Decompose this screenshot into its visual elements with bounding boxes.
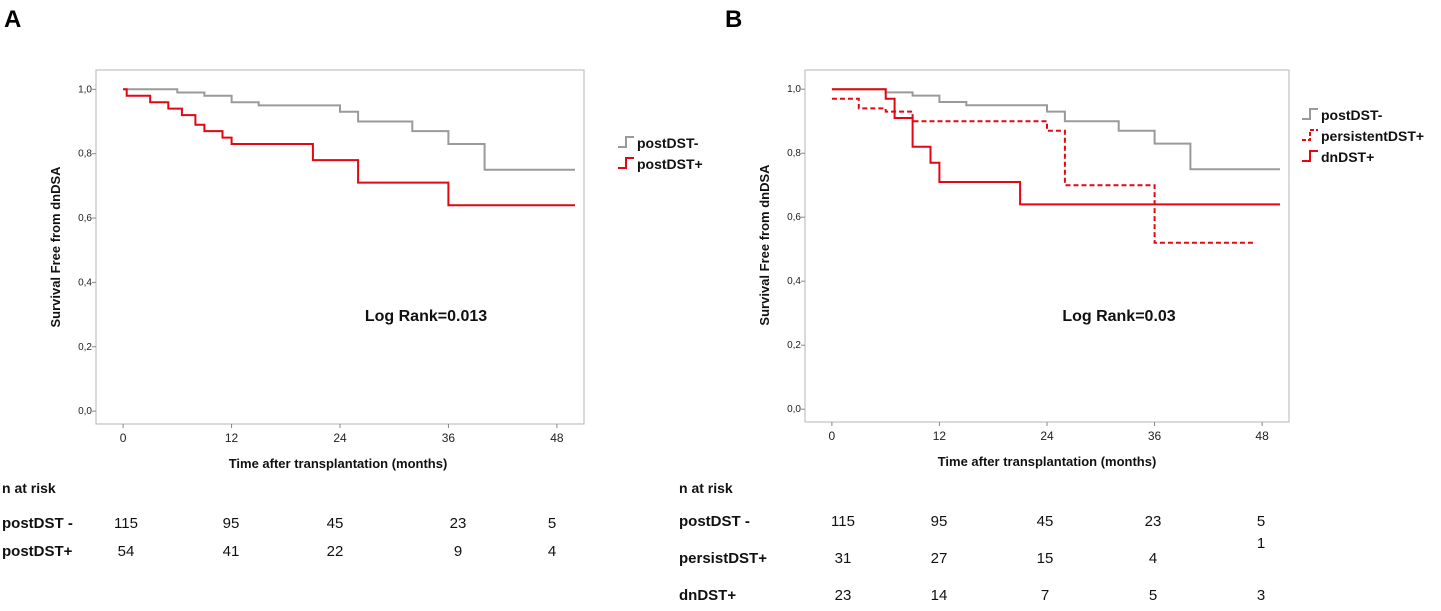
risk-value: 31	[835, 550, 852, 567]
risk-value: 9	[454, 543, 462, 560]
panel-label: A	[4, 6, 21, 33]
series-postdst--line	[123, 88, 575, 207]
risk-table-title: n at risk	[2, 480, 56, 496]
legend-entry: dnDST+	[1321, 149, 1374, 165]
y-tick-label: 1,0	[787, 84, 801, 95]
x-axis-label: Time after transplantation (months)	[938, 454, 1157, 469]
series-postdst--line	[123, 88, 575, 171]
risk-row-label: dnDST+	[679, 587, 736, 604]
risk-value: 3	[1257, 587, 1265, 604]
risk-value: 22	[327, 543, 344, 560]
y-tick-label: 0,8	[78, 149, 92, 160]
x-axis-label: Time after transplantation (months)	[229, 456, 448, 471]
risk-value: 45	[327, 515, 344, 532]
legend-swatch	[1302, 129, 1318, 141]
x-tick-label: 48	[550, 431, 564, 445]
legend-entry: postDST+	[637, 156, 703, 172]
x-tick-label: 12	[933, 429, 947, 443]
risk-value: 95	[223, 515, 240, 532]
y-tick-label: 0,0	[787, 404, 801, 415]
y-tick-label: 0,4	[787, 276, 801, 287]
x-tick-label: 0	[829, 429, 836, 443]
y-tick-label: 1,0	[78, 84, 92, 95]
series-postdst--line	[831, 88, 1280, 171]
risk-value: 23	[835, 587, 852, 604]
risk-value: 115	[831, 513, 855, 530]
risk-value: 45	[1037, 513, 1054, 530]
risk-value: 23	[450, 515, 467, 532]
y-tick-label: 0,4	[78, 277, 92, 288]
risk-value: 41	[223, 543, 240, 560]
log-rank-annotation: Log Rank=0.03	[1062, 308, 1175, 325]
risk-value: 14	[931, 587, 948, 604]
panel-label: B	[725, 6, 742, 33]
x-tick-label: 48	[1255, 429, 1269, 443]
risk-value: 23	[1145, 513, 1162, 530]
y-axis-label: Survival Free from dnDSA	[757, 164, 772, 326]
risk-value: 95	[931, 513, 948, 530]
x-tick-label: 0	[120, 431, 127, 445]
legend-swatch	[618, 136, 634, 148]
log-rank-annotation: Log Rank=0.013	[365, 308, 487, 325]
y-tick-label: 0,8	[787, 148, 801, 159]
risk-row-label: persistDST+	[679, 550, 767, 567]
panel-b: B 0,0 0,2 0,4 0,6 0,8 1,0 0 12 24 36 48 Time after t…	[679, 6, 1424, 604]
risk-value: 5	[548, 515, 556, 532]
x-tick-label: 24	[1040, 429, 1054, 443]
risk-value: 54	[118, 543, 135, 560]
legend-entry: postDST-	[637, 135, 699, 151]
risk-value: 15	[1037, 550, 1054, 567]
risk-value: 4	[1149, 550, 1157, 567]
risk-row-label: postDST -	[679, 513, 750, 530]
y-axis-label: Survival Free from dnDSA	[48, 166, 63, 328]
y-tick-label: 0,2	[787, 340, 801, 351]
risk-value: 5	[1257, 513, 1265, 530]
panel-a: A 0,0 0,2 0,4 0,6 0,8 1,0 0 12 24 36 48 Time after t…	[2, 6, 703, 560]
series-dndst--line	[831, 88, 1280, 206]
y-tick-label: 0,6	[78, 213, 92, 224]
plot-frame	[804, 69, 1290, 423]
risk-value: 7	[1041, 587, 1049, 604]
series-persistentdst--line	[831, 97, 1254, 244]
y-tick-label: 0,0	[78, 406, 92, 417]
risk-value: 27	[931, 550, 948, 567]
legend-swatch	[1302, 108, 1318, 120]
plot-frame	[95, 69, 585, 425]
x-tick-label: 12	[225, 431, 239, 445]
y-tick-label: 0,6	[787, 212, 801, 223]
risk-value: 5	[1149, 587, 1157, 604]
x-tick-label: 36	[442, 431, 456, 445]
risk-value: 1	[1257, 535, 1265, 552]
legend-swatch	[618, 157, 634, 169]
x-tick-label: 24	[333, 431, 347, 445]
legend-entry: postDST-	[1321, 107, 1383, 123]
risk-row-label: postDST -	[2, 515, 73, 532]
x-tick-label: 36	[1148, 429, 1162, 443]
legend-swatch	[1302, 150, 1318, 162]
risk-row-label: postDST+	[2, 543, 73, 560]
legend-entry: persistentDST+	[1321, 128, 1424, 144]
risk-value: 4	[548, 543, 556, 560]
risk-table-title: n at risk	[679, 480, 733, 496]
y-tick-label: 0,2	[78, 342, 92, 353]
risk-value: 115	[114, 515, 138, 532]
